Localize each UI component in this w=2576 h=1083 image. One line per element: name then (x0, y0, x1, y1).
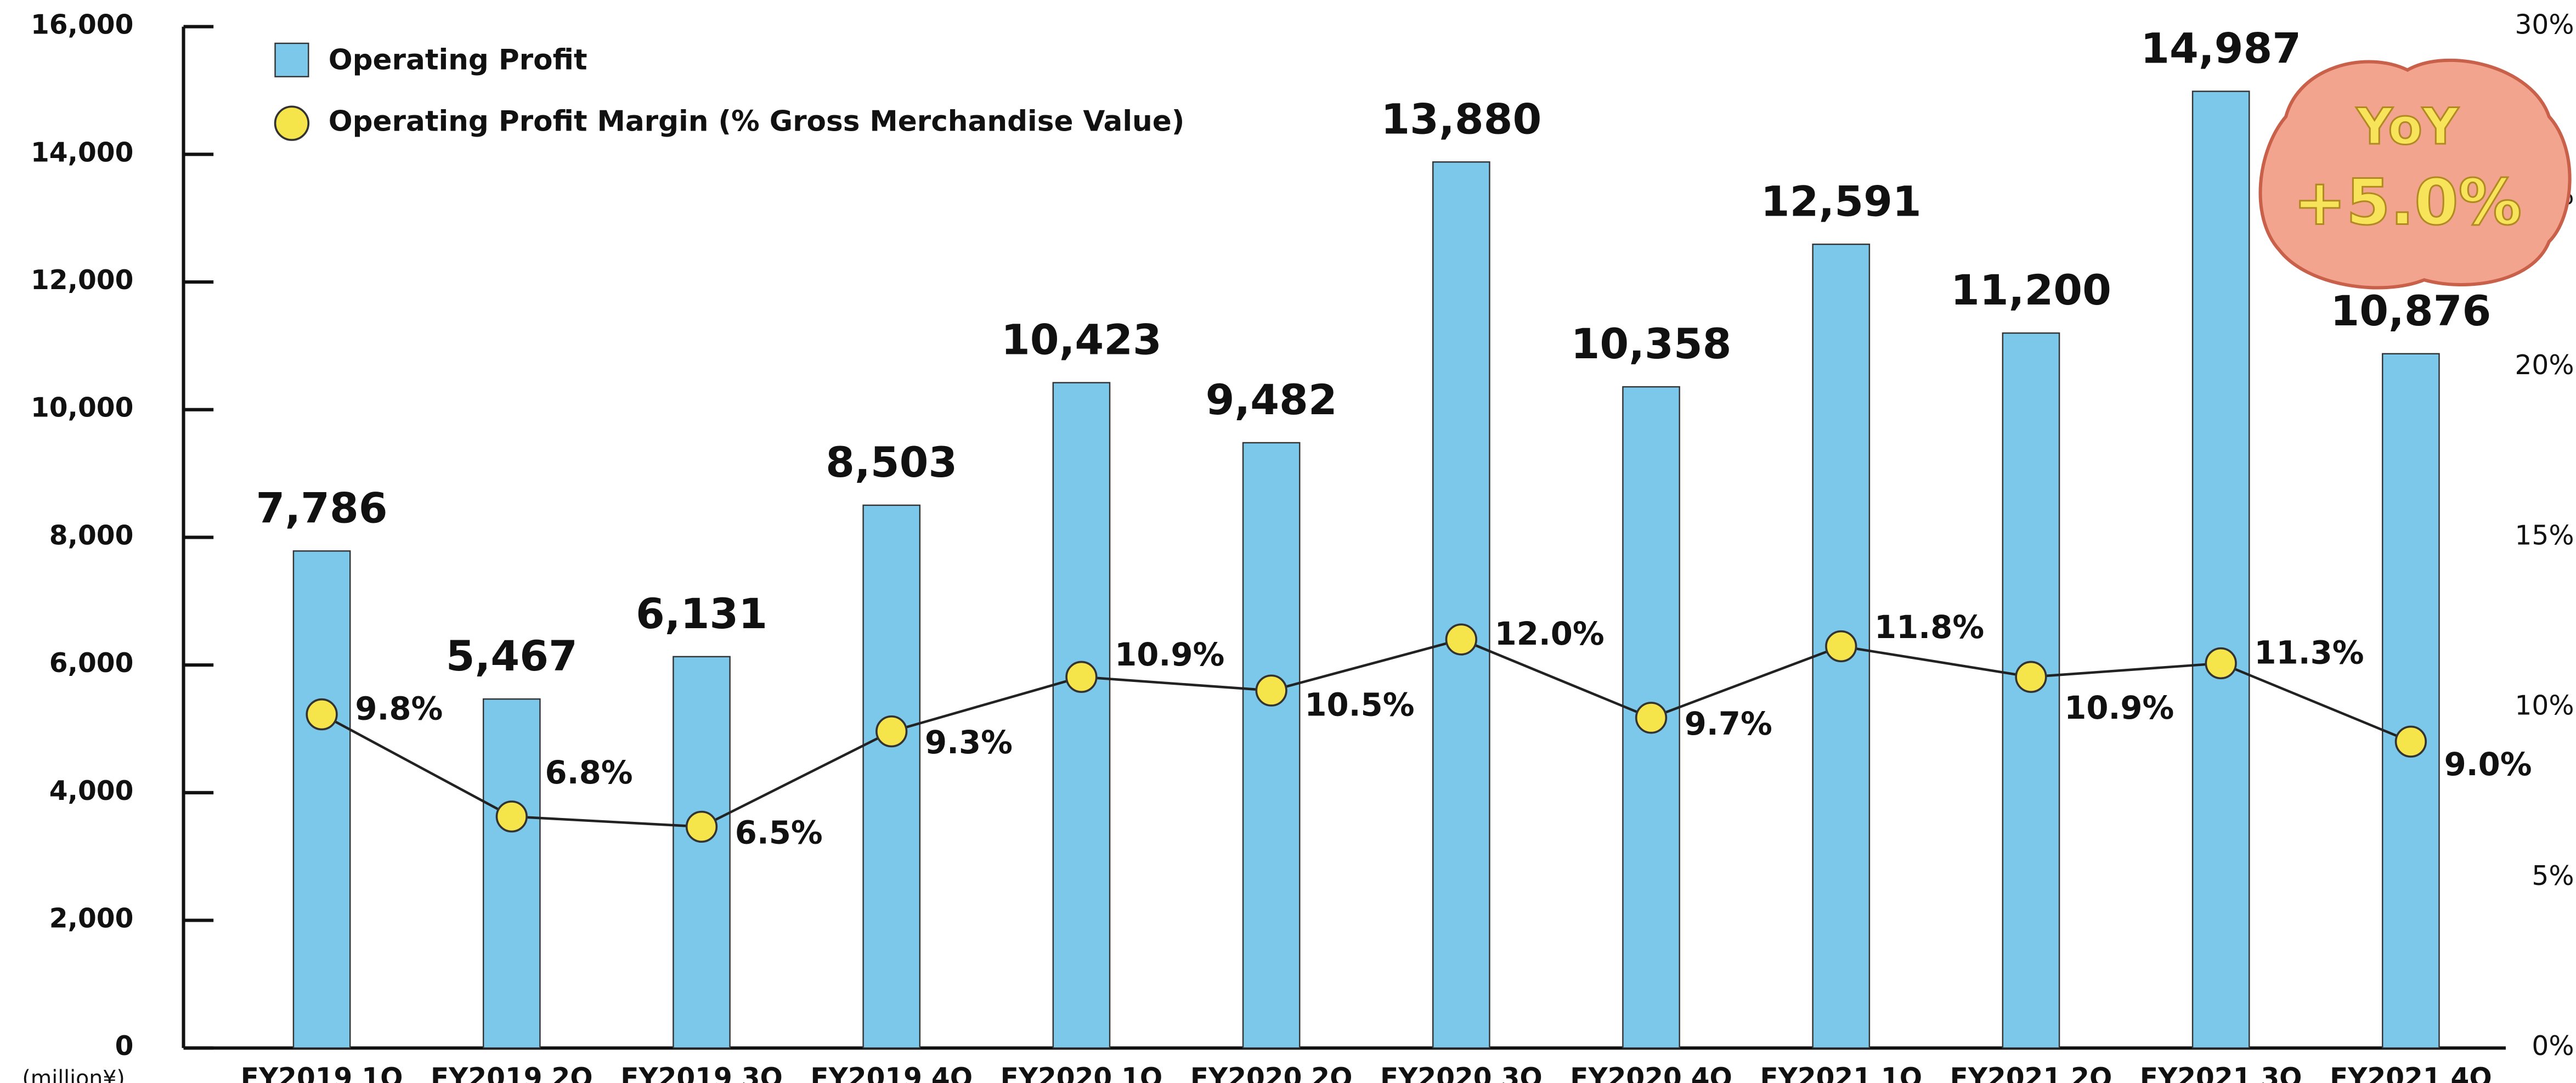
y2-tick-label: 30% (2515, 10, 2574, 41)
margin-value-label: 11.3% (2254, 634, 2364, 671)
margin-point (2016, 662, 2046, 692)
x-tick-label: FY2019 3Q (620, 1063, 783, 1083)
y-tick-label: 2,000 (49, 904, 134, 934)
x-tick-label: FY2019 2Q (431, 1063, 593, 1083)
bar (1053, 382, 1110, 1048)
bar (483, 699, 540, 1048)
y-tick-label: 16,000 (31, 10, 133, 41)
bar (293, 551, 350, 1048)
margin-point (2396, 726, 2426, 757)
margin-value-label: 11.8% (1874, 608, 1984, 646)
margin-value-label: 9.0% (2444, 746, 2532, 783)
x-tick-label: FY2020 4Q (1570, 1063, 1732, 1083)
x-tick-label: FY2019 4Q (810, 1063, 973, 1083)
y2-tick-label: 0% (2532, 1031, 2574, 1062)
margin-value-label: 6.5% (735, 814, 823, 851)
margin-value-label: 9.7% (1685, 705, 1772, 742)
margin-value-label: 10.9% (2064, 689, 2174, 726)
x-tick-label: FY2021 4Q (2330, 1063, 2492, 1083)
x-tick-label: FY2019 1Q (241, 1063, 403, 1083)
legend-label: Operating Profit Margin (% Gross Merchan… (329, 105, 1185, 138)
page: {"chart_data": { "type": "bar", "y_unit_… (0, 0, 2576, 1083)
y2-tick-label: 20% (2515, 350, 2574, 381)
y-tick-label: 6,000 (49, 648, 134, 679)
x-tick-label: FY2021 3Q (2140, 1063, 2302, 1083)
margin-point (1447, 624, 1477, 655)
margin-line (322, 640, 2411, 827)
margin-value-label: 12.0% (1495, 615, 1605, 652)
bar-value-label: 12,591 (1761, 177, 1922, 225)
x-tick-label: FY2020 1Q (1001, 1063, 1163, 1083)
bar-value-label: 8,503 (826, 438, 957, 487)
y2-tick-label: 5% (2532, 861, 2574, 892)
margin-value-label: 9.8% (355, 690, 443, 727)
margin-point (1826, 631, 1856, 662)
bar-value-label: 9,482 (1206, 376, 1337, 424)
bar-value-label: 10,423 (1001, 316, 1162, 364)
y-tick-label: 14,000 (31, 137, 133, 168)
margin-value-label: 10.5% (1304, 686, 1414, 724)
bar (673, 657, 730, 1048)
bar-value-label: 10,876 (2330, 287, 2491, 335)
x-tick-label: FY2020 2Q (1190, 1063, 1353, 1083)
chart: 0 2,000 4,000 6,000 8,000 10,000 12,000 14,000 1… (0, 0, 2576, 1083)
y2-tick-label: 10% (2515, 691, 2574, 721)
margin-value-label: 9.3% (925, 724, 1013, 761)
margin-point (687, 812, 717, 842)
margin-point (1256, 675, 1286, 706)
bar (1243, 443, 1300, 1048)
y-tick-label: 4,000 (49, 776, 134, 806)
bar-value-label: 11,200 (1951, 266, 2111, 314)
badge-text: YoY (2356, 98, 2459, 156)
y2-tick-label: 15% (2515, 520, 2574, 551)
bar-value-label: 7,786 (256, 484, 388, 532)
margin-point (496, 802, 527, 832)
bar-value-label: 5,467 (446, 632, 578, 680)
bar (2193, 91, 2249, 1048)
margin-value-label: 6.8% (545, 754, 633, 791)
bar (1433, 162, 1489, 1048)
yoy-badge: YoY +5.0% (2261, 60, 2570, 288)
margin-point (1066, 662, 1097, 692)
badge-text: +5.0% (2293, 166, 2522, 239)
y-tick-label: 8,000 (49, 520, 134, 551)
legend-label: Operating Profit (329, 43, 587, 76)
margin-point (307, 700, 337, 730)
bar-value-label: 13,880 (1381, 95, 1541, 143)
x-tick-label: FY2021 2Q (1950, 1063, 2112, 1083)
margin-point (1636, 703, 1667, 733)
margin-value-label: 10.9% (1115, 636, 1224, 673)
margin-point (877, 717, 907, 747)
bar-value-label: 10,358 (1571, 320, 1732, 368)
y-unit-label: (million¥) (22, 1065, 125, 1083)
legend-swatch (275, 43, 309, 77)
y-tick-label: 0 (115, 1031, 134, 1062)
y-tick-label: 10,000 (31, 393, 133, 424)
bar-value-label: 6,131 (636, 590, 767, 638)
bar-value-label: 14,987 (2140, 25, 2301, 73)
bar (863, 505, 920, 1048)
bar (2382, 354, 2439, 1048)
margin-point (2206, 648, 2236, 679)
y-tick-label: 12,000 (31, 265, 133, 296)
legend-swatch (275, 106, 309, 140)
x-tick-label: FY2020 3Q (1380, 1063, 1543, 1083)
x-tick-label: FY2021 1Q (1760, 1063, 1922, 1083)
